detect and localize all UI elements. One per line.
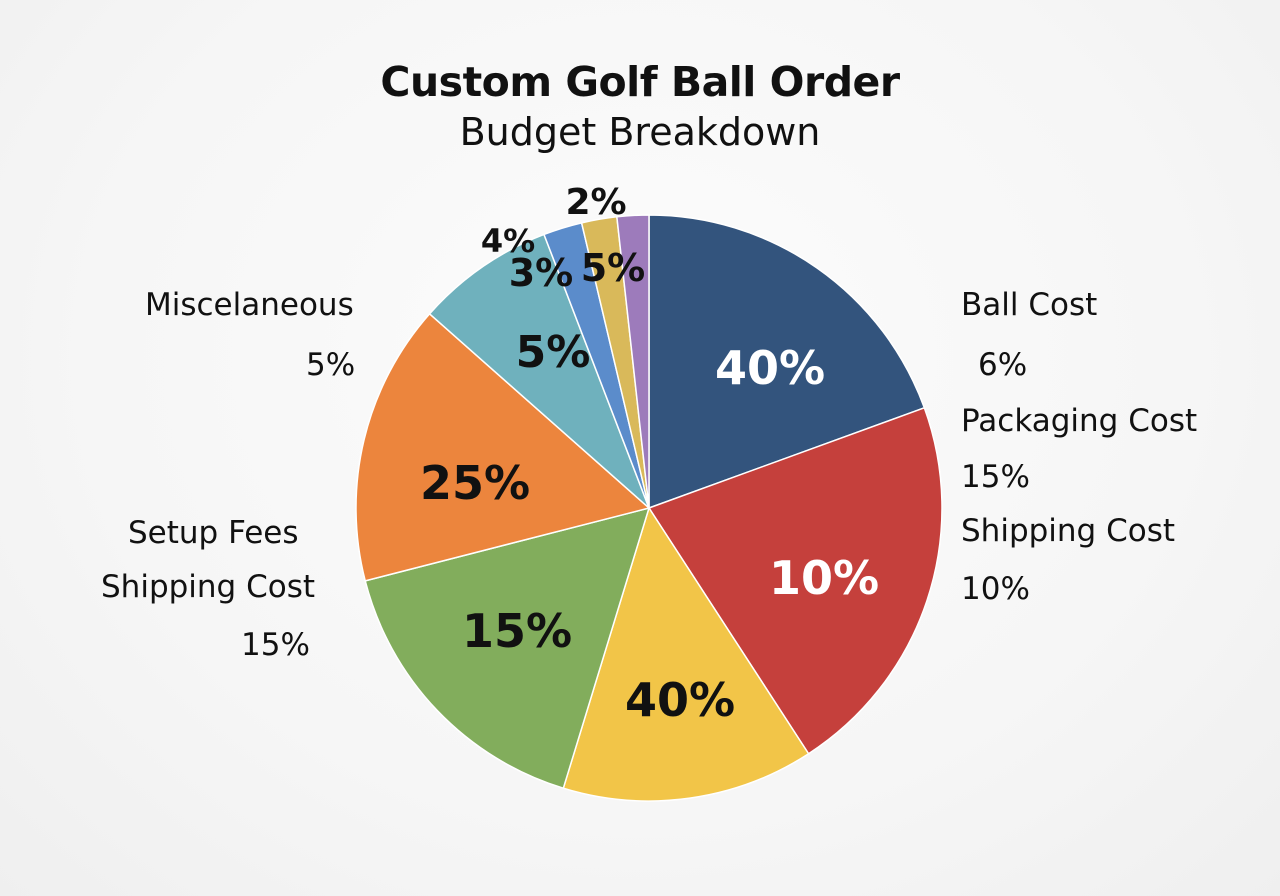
- chart-title: Custom Golf Ball Order: [380, 58, 900, 106]
- slice-label-teal: 5%: [515, 327, 591, 378]
- slice-label-packaging: 10%: [768, 551, 880, 605]
- chart-subtitle: Budget Breakdown: [459, 110, 821, 154]
- label-ball-cost: Ball Cost: [961, 287, 1098, 323]
- label-miscellaneous: Miscelaneous: [145, 287, 354, 323]
- pie-slice: [648, 214, 926, 510]
- pie-slice: [616, 214, 650, 509]
- label-shipping-cost-right: Shipping Cost: [961, 513, 1176, 549]
- label-miscellaneous-pct: 5%: [306, 347, 356, 383]
- label-packaging-cost-pct: 15%: [961, 459, 1030, 495]
- slice-label-top-2: 2%: [565, 182, 627, 223]
- slice-label-gold: 5%: [580, 246, 646, 290]
- slice-label-ball-cost: 40%: [714, 341, 826, 395]
- label-packaging-cost: Packaging Cost: [961, 403, 1198, 439]
- label-shipping-cost-left: Shipping Cost: [101, 569, 316, 605]
- label-shipping-cost-right-pct: 10%: [961, 571, 1030, 607]
- label-setup-fees: Setup Fees: [128, 515, 299, 551]
- pie-slice: [355, 312, 651, 582]
- pie-slice: [364, 506, 651, 790]
- slice-label-yellow: 40%: [624, 673, 736, 727]
- slice-label-green: 15%: [461, 604, 573, 658]
- pie-slice: [647, 406, 943, 755]
- pie-slice: [428, 233, 650, 509]
- label-shipping-cost-left-pct: 15%: [241, 627, 310, 663]
- slice-label-orange: 25%: [419, 456, 531, 510]
- label-ball-cost-pct: 6%: [978, 347, 1028, 383]
- slice-label-top-4: 4%: [480, 222, 536, 260]
- slice-label-blue: 3%: [508, 251, 574, 295]
- pie-slices: [355, 214, 943, 802]
- pie-slice: [562, 506, 810, 802]
